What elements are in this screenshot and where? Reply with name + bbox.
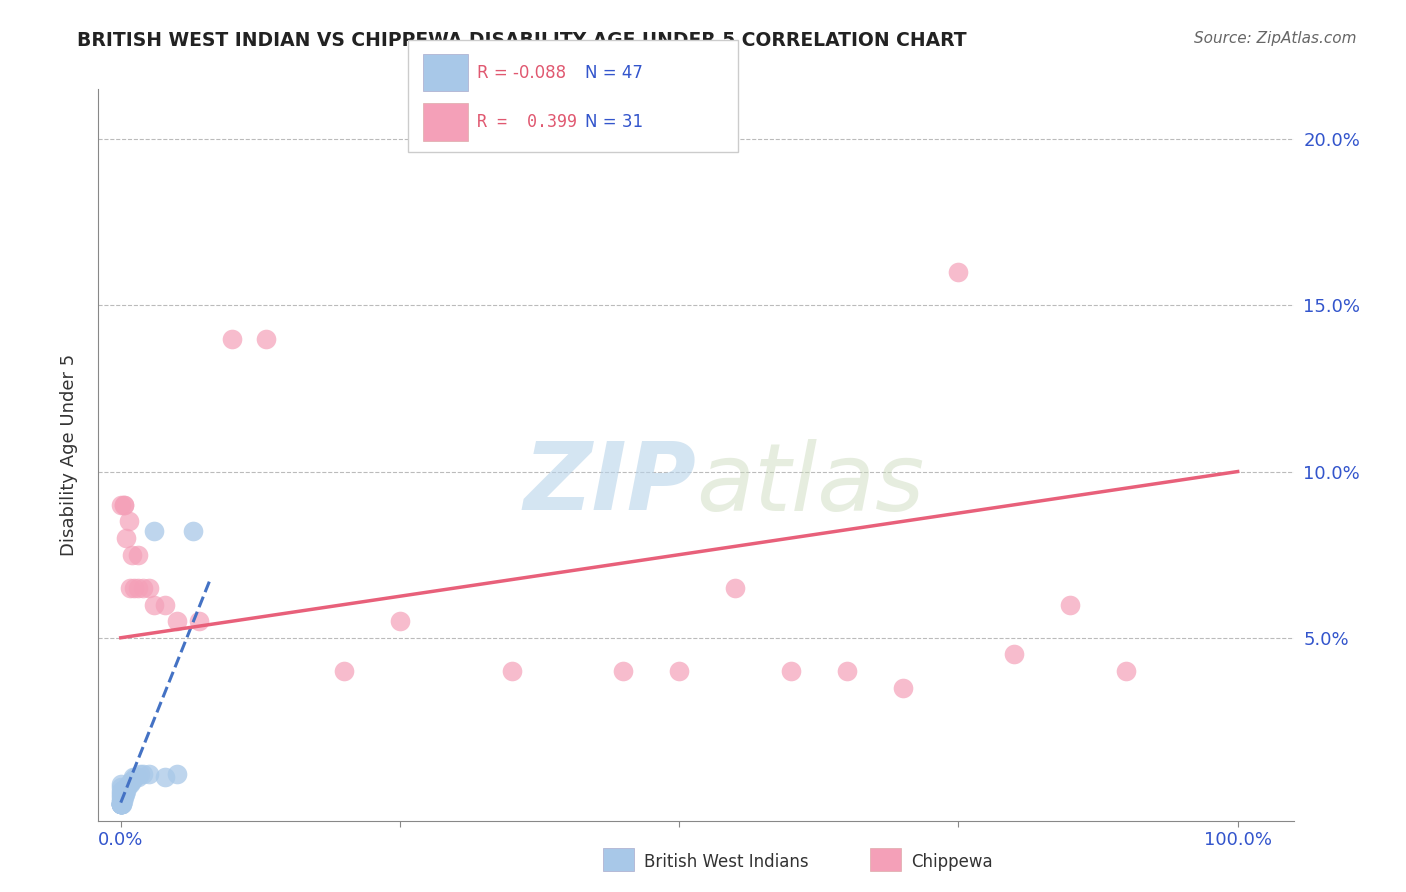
Point <box>122 771 145 785</box>
Point <box>114 787 136 801</box>
Point <box>110 797 132 811</box>
Point <box>128 767 150 781</box>
Point <box>110 783 132 797</box>
Point <box>1059 598 1081 612</box>
Point <box>117 777 139 791</box>
Point <box>112 498 135 512</box>
Point <box>112 783 135 797</box>
Point <box>115 780 138 795</box>
Point <box>111 797 134 811</box>
Point <box>110 777 132 791</box>
Point <box>143 598 166 612</box>
Point <box>221 332 243 346</box>
Point <box>122 581 145 595</box>
Point <box>118 777 141 791</box>
Point <box>127 771 149 785</box>
Point <box>111 794 134 808</box>
Point <box>110 794 132 808</box>
Point <box>132 581 155 595</box>
Point <box>155 598 177 612</box>
Point <box>111 794 134 808</box>
Point <box>110 787 132 801</box>
Text: BRITISH WEST INDIAN VS CHIPPEWA DISABILITY AGE UNDER 5 CORRELATION CHART: BRITISH WEST INDIAN VS CHIPPEWA DISABILI… <box>77 31 967 50</box>
Point <box>111 783 134 797</box>
Point <box>110 797 132 811</box>
Point <box>183 524 205 539</box>
Point <box>143 524 166 539</box>
Point <box>138 767 160 781</box>
Point <box>724 581 747 595</box>
Point <box>1002 648 1025 662</box>
Text: Source: ZipAtlas.com: Source: ZipAtlas.com <box>1194 31 1357 46</box>
Point <box>114 783 136 797</box>
Point <box>780 664 803 678</box>
Point <box>111 787 134 801</box>
Point <box>110 797 132 811</box>
Point <box>166 614 188 628</box>
Point <box>111 790 134 805</box>
Point <box>111 797 134 811</box>
Point <box>110 780 132 795</box>
Point <box>115 531 138 545</box>
Point <box>155 771 177 785</box>
Text: British West Indians: British West Indians <box>644 853 808 871</box>
Point <box>112 790 135 805</box>
Point <box>117 780 139 795</box>
Point <box>138 581 160 595</box>
Text: Chippewa: Chippewa <box>911 853 993 871</box>
Point <box>121 548 143 562</box>
Point <box>110 790 132 805</box>
Point <box>166 767 188 781</box>
Text: N = 47: N = 47 <box>585 63 643 82</box>
Point <box>121 773 143 788</box>
Point <box>835 664 858 678</box>
Point <box>110 498 132 512</box>
Point <box>187 614 209 628</box>
Point <box>124 771 146 785</box>
Point <box>612 664 634 678</box>
Text: ZIP: ZIP <box>523 438 696 530</box>
Point <box>948 265 970 279</box>
Point <box>111 790 134 805</box>
Text: N = 31: N = 31 <box>585 113 643 131</box>
Point <box>110 797 132 811</box>
Point <box>668 664 690 678</box>
Point <box>254 332 277 346</box>
Text: atlas: atlas <box>696 439 924 530</box>
Point <box>112 498 135 512</box>
Text: R = -0.088: R = -0.088 <box>477 63 565 82</box>
Point <box>110 797 132 811</box>
Point <box>111 787 134 801</box>
Point <box>112 787 135 801</box>
Text: R =  0.399: R = 0.399 <box>477 113 576 131</box>
Point <box>127 548 149 562</box>
Point <box>110 794 132 808</box>
Point <box>132 767 155 781</box>
Point <box>891 681 914 695</box>
Point <box>501 664 523 678</box>
Point <box>110 797 132 811</box>
Point <box>110 797 132 811</box>
Y-axis label: Disability Age Under 5: Disability Age Under 5 <box>59 354 77 556</box>
Point <box>333 664 356 678</box>
Point <box>127 581 149 595</box>
Point <box>120 773 142 788</box>
Point <box>388 614 411 628</box>
Point <box>110 797 132 811</box>
Point <box>118 581 141 595</box>
Point <box>115 783 138 797</box>
Point <box>110 797 132 811</box>
Point <box>117 515 139 529</box>
Point <box>1115 664 1137 678</box>
